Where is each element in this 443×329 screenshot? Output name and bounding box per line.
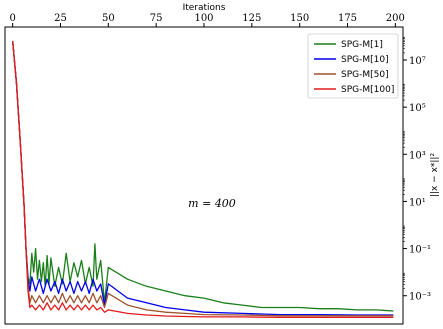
x-tick-label: 0 (9, 13, 15, 24)
x-tick-label: 200 (386, 13, 405, 24)
x-tick-label: 125 (242, 13, 261, 24)
legend-box (307, 33, 399, 99)
y-axis-label: ||x − x*||² (430, 153, 440, 198)
y-tick-label: 10⁻¹ (409, 245, 431, 256)
legend: SPG-M[1] SPG-M[10] SPG-M[50] SPG-M[100] (307, 33, 399, 99)
x-tick-label: 150 (290, 13, 309, 24)
x-tick-label: 100 (194, 13, 213, 24)
legend-label: SPG-M[10] (341, 55, 389, 65)
x-tick-label: 75 (150, 13, 163, 24)
chart-annotation: m = 400 (188, 197, 236, 210)
series-line-spg-m-1 (12, 41, 394, 312)
x-tick-label: 50 (102, 13, 115, 24)
y-axis-ticks: 10⁻³ 10⁻¹ 10¹ 10³ 10⁵ 10⁷ (403, 37, 431, 303)
y-tick-label: 10⁷ (409, 56, 426, 67)
y-tick-label: 10⁵ (409, 103, 426, 114)
x-tick-label: 25 (54, 13, 67, 24)
y-tick-label: 10⁻³ (409, 292, 431, 303)
legend-label: SPG-M[100] (341, 85, 394, 95)
series-line-spg-m-10 (12, 41, 394, 316)
legend-label: SPG-M[1] (341, 40, 383, 50)
series-line-spg-m-100 (12, 41, 394, 319)
x-axis-ticks: 0 25 50 75 100 125 150 175 200 (9, 13, 405, 27)
series-line-spg-m-50 (12, 41, 394, 317)
x-tick-label: 175 (338, 13, 357, 24)
series-lines (12, 41, 394, 319)
x-axis-label: Iterations (183, 3, 226, 13)
y-tick-label: 10³ (409, 150, 426, 161)
legend-label: SPG-M[50] (341, 70, 389, 80)
y-tick-label: 10¹ (409, 197, 426, 208)
